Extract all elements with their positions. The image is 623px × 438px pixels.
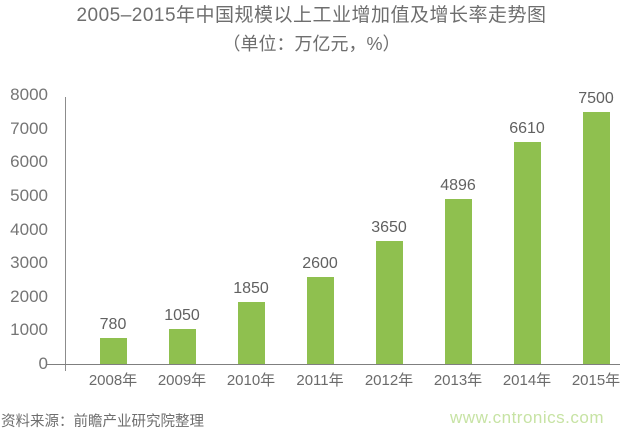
x-tick-label: 2010年 — [226, 372, 276, 389]
bar-value-label: 1850 — [233, 280, 269, 297]
y-tick-label: 8000 — [10, 85, 48, 104]
bar-value-label: 1050 — [164, 307, 200, 324]
x-tick-label: 2013年 — [433, 372, 483, 389]
y-tick-label: 0 — [38, 354, 48, 373]
bar-value-label: 2600 — [302, 255, 338, 272]
x-tick-label: 2015年 — [571, 372, 621, 389]
x-tick-label: 2011年 — [296, 372, 344, 389]
bar-2015年 — [582, 112, 610, 364]
chart-subtitle: （单位：万亿元，%） — [222, 34, 401, 54]
bar-2009年 — [168, 329, 196, 364]
x-axis-line — [47, 364, 620, 365]
chart-title: 2005–2015年中国规模以上工业增加值及增长率走势图 — [76, 5, 547, 26]
y-tick-label: 6000 — [10, 152, 48, 172]
y-tick-label: 5000 — [10, 185, 48, 205]
bar-2013年 — [444, 199, 472, 364]
y-axis-line — [65, 97, 66, 371]
y-tick-label: 3000 — [10, 253, 48, 273]
x-tick-label: 2008年 — [88, 372, 138, 389]
x-tick-label: 2009年 — [157, 372, 207, 389]
bar-value-label: 7500 — [578, 90, 614, 107]
y-tick-label: 7000 — [10, 118, 48, 138]
y-tick-label: 1000 — [10, 320, 48, 340]
bar-value-label: 6610 — [509, 120, 545, 137]
x-tick-label: 2012年 — [364, 372, 414, 389]
x-tick-label: 2014年 — [502, 372, 552, 389]
source-note: 资料来源：前瞻产业研究院整理 — [1, 414, 204, 430]
bar-2012年 — [375, 241, 403, 364]
bar-value-label: 4896 — [440, 177, 476, 194]
bar-value-label: 780 — [99, 316, 127, 333]
y-tick-label: 4000 — [10, 219, 48, 239]
watermark-url: www.cntronics.com — [450, 408, 604, 427]
bar-value-label: 3650 — [371, 219, 407, 236]
bar-2010年 — [237, 302, 265, 364]
y-tick-label: 2000 — [10, 286, 48, 306]
bar-2014年 — [513, 142, 541, 364]
bar-2011年 — [306, 277, 334, 364]
bar-2008年 — [99, 338, 127, 364]
